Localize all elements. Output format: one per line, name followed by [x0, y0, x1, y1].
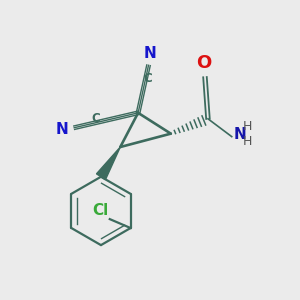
Text: N: N — [233, 127, 246, 142]
Polygon shape — [97, 147, 120, 180]
Text: O: O — [196, 54, 211, 72]
Text: N: N — [56, 122, 69, 137]
Text: Cl: Cl — [92, 202, 108, 217]
Text: C: C — [143, 72, 152, 86]
Text: C: C — [92, 112, 100, 125]
Text: H: H — [243, 120, 252, 133]
Text: N: N — [144, 46, 157, 61]
Text: H: H — [243, 136, 252, 148]
